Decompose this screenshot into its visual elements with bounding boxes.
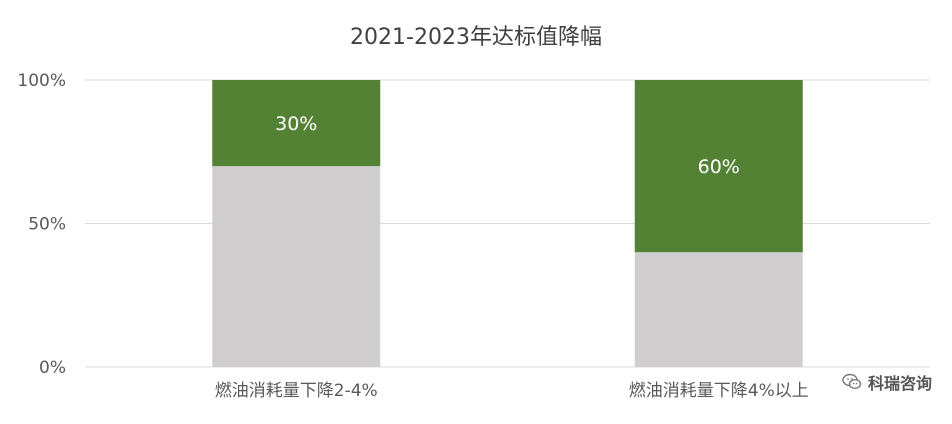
watermark-text: 科瑞咨询 — [867, 374, 932, 393]
data-labels: 30% 60% — [275, 113, 740, 178]
x-tick-label: 燃油消耗量下降4%以上 — [629, 381, 809, 401]
watermark: 科瑞咨询 — [837, 368, 936, 396]
bar-segment — [634, 80, 803, 253]
gridlines — [85, 79, 930, 368]
data-label: 30% — [275, 113, 317, 135]
bar-segment — [212, 80, 381, 167]
chart-title: 2021-2023年达标值降幅 — [350, 25, 602, 50]
bar-segment — [212, 166, 381, 367]
y-tick-label: 100% — [17, 71, 66, 91]
y-tick-label: 0% — [39, 358, 66, 378]
x-tick-label: 燃油消耗量下降2-4% — [215, 381, 378, 401]
y-axis-ticks: 0% 50% 100% — [17, 71, 66, 378]
data-label: 60% — [698, 156, 740, 178]
y-tick-label: 50% — [28, 215, 66, 235]
x-axis-labels: 燃油消耗量下降2-4% 燃油消耗量下降4%以上 — [215, 381, 809, 401]
bars — [212, 80, 803, 367]
wechat-icon — [842, 373, 862, 390]
bar-segment — [634, 252, 803, 367]
